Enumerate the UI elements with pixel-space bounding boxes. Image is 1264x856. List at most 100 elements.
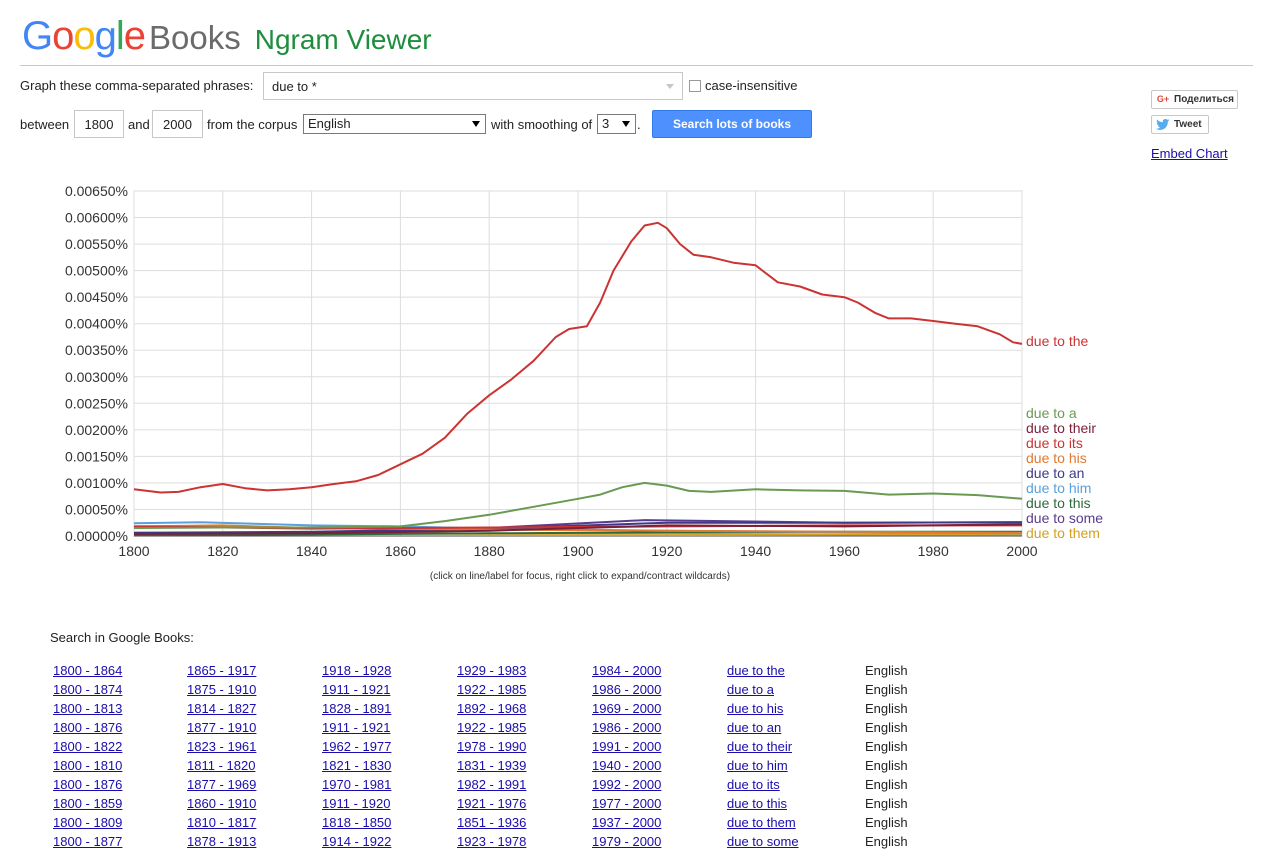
phrase-link[interactable]: due to an — [727, 720, 782, 735]
year-range-link[interactable]: 1978 - 1990 — [457, 739, 527, 754]
phrase-link[interactable]: due to this — [727, 796, 787, 811]
year-range-link[interactable]: 1923 - 1978 — [457, 834, 527, 849]
series-line[interactable] — [133, 481, 1023, 529]
logo-letter: e — [123, 14, 146, 58]
year-range-link[interactable]: 1800 - 1877 — [53, 834, 123, 849]
year-range-link[interactable]: 1800 - 1874 — [53, 682, 123, 697]
year-range-link[interactable]: 1911 - 1921 — [322, 720, 391, 735]
year-range-link[interactable]: 1811 - 1820 — [187, 758, 256, 773]
year-range-link[interactable]: 1877 - 1910 — [187, 720, 257, 735]
legend-label[interactable]: due to their — [1026, 420, 1096, 436]
year-range-link[interactable]: 1875 - 1910 — [187, 682, 257, 697]
series-line[interactable] — [133, 521, 1023, 534]
search-books-title: Search in Google Books: — [50, 630, 194, 645]
corpus-select[interactable]: English — [303, 114, 486, 134]
legend-label[interactable]: due to a — [1026, 405, 1077, 421]
ngram-chart[interactable]: 0.00000% 0.00050% 0.00100% 0.00150% 0.00200%… — [0, 170, 1160, 570]
autocomplete-arrow-icon[interactable] — [666, 84, 674, 89]
year-range-link[interactable]: 1800 - 1876 — [53, 720, 123, 735]
year-range-link[interactable]: 1877 - 1969 — [187, 777, 257, 792]
phrase-link[interactable]: due to its — [727, 777, 780, 792]
year-range-link[interactable]: 1800 - 1809 — [53, 815, 123, 830]
year-range-link[interactable]: 1969 - 2000 — [592, 701, 662, 716]
phrases-input[interactable]: due to * — [263, 72, 683, 100]
year-range-link[interactable]: 1818 - 1850 — [322, 815, 392, 830]
phrase-link[interactable]: due to them — [727, 815, 796, 830]
logo-letter: o — [52, 14, 74, 58]
year-range-link[interactable]: 1922 - 1985 — [457, 720, 527, 735]
year-range-link[interactable]: 1878 - 1913 — [187, 834, 257, 849]
year-range-link[interactable]: 1865 - 1917 — [187, 663, 257, 678]
year-range-link[interactable]: 1821 - 1830 — [322, 758, 392, 773]
legend-label[interactable]: due to an — [1026, 465, 1084, 481]
year-range-link[interactable]: 1810 - 1817 — [187, 815, 257, 830]
year-range-link[interactable]: 1800 - 1810 — [53, 758, 123, 773]
year-range-link[interactable]: 1940 - 2000 — [592, 758, 662, 773]
legend-label[interactable]: due to the — [1026, 333, 1088, 349]
year-range-link[interactable]: 1922 - 1985 — [457, 682, 527, 697]
phrases-label: Graph these comma-separated phrases: — [20, 78, 254, 93]
phrase-link[interactable]: due to a — [727, 682, 774, 697]
year-range-link[interactable]: 1992 - 2000 — [592, 777, 662, 792]
year-range-link[interactable]: 1828 - 1891 — [322, 701, 392, 716]
y-tick-label: 0.00650% — [65, 183, 128, 199]
phrase-link[interactable]: due to the — [727, 663, 785, 678]
year-range-link[interactable]: 1970 - 1981 — [322, 777, 392, 792]
share-button[interactable]: G+ Поделиться — [1151, 90, 1238, 109]
tweet-button[interactable]: Tweet — [1151, 115, 1209, 134]
year-range-link[interactable]: 1800 - 1876 — [53, 777, 123, 792]
year-range-link[interactable]: 1823 - 1961 — [187, 739, 257, 754]
phrase-link[interactable]: due to some — [727, 834, 799, 849]
year-range-link[interactable]: 1800 - 1813 — [53, 701, 123, 716]
year-range-link[interactable]: 1986 - 2000 — [592, 682, 662, 697]
embed-chart-link[interactable]: Embed Chart — [1151, 146, 1228, 161]
year-range-link[interactable]: 1921 - 1976 — [457, 796, 527, 811]
year-range-link[interactable]: 1800 - 1859 — [53, 796, 123, 811]
series-line[interactable] — [133, 523, 1023, 535]
case-insensitive-checkbox[interactable] — [689, 80, 701, 92]
year-range-link[interactable]: 1800 - 1822 — [53, 739, 123, 754]
year-range-link[interactable]: 1814 - 1827 — [187, 701, 257, 716]
start-year-input[interactable]: 1800 — [74, 110, 124, 138]
legend-label[interactable]: due to them — [1026, 525, 1100, 541]
legend-label[interactable]: due to him — [1026, 480, 1091, 496]
corpus-cell: English — [865, 682, 908, 697]
phrase-link[interactable]: due to him — [727, 758, 788, 773]
year-range-link[interactable]: 1851 - 1936 — [457, 815, 527, 830]
year-range-link[interactable]: 1977 - 2000 — [592, 796, 662, 811]
year-range-link[interactable]: 1991 - 2000 — [592, 739, 662, 754]
legend-label[interactable]: due to its — [1026, 435, 1083, 451]
series-line[interactable] — [133, 221, 1023, 494]
year-range-link[interactable]: 1986 - 2000 — [592, 720, 662, 735]
phrase-link[interactable]: due to his — [727, 701, 784, 716]
google-books-logo[interactable]: Google Books Ngram Viewer — [22, 14, 432, 58]
end-year-input[interactable]: 2000 — [152, 110, 203, 138]
chart-series[interactable] — [133, 221, 1023, 536]
year-range-link[interactable]: 1892 - 1968 — [457, 701, 527, 716]
smoothing-select[interactable]: 3 — [597, 114, 636, 134]
year-range-link[interactable]: 1831 - 1939 — [457, 758, 527, 773]
year-range-link[interactable]: 1911 - 1920 — [322, 796, 391, 811]
year-range-link[interactable]: 1860 - 1910 — [187, 796, 257, 811]
year-range-link[interactable]: 1929 - 1983 — [457, 663, 527, 678]
x-tick-label: 1840 — [296, 543, 327, 559]
year-range-link[interactable]: 1911 - 1921 — [322, 682, 391, 697]
series-line[interactable] — [133, 524, 1023, 534]
year-range-link[interactable]: 1914 - 1922 — [322, 834, 392, 849]
year-range-link[interactable]: 1918 - 1928 — [322, 663, 392, 678]
legend-label[interactable]: due to this — [1026, 495, 1091, 511]
year-range-link[interactable]: 1937 - 2000 — [592, 815, 662, 830]
x-tick-label: 2000 — [1006, 543, 1037, 559]
year-range-link[interactable]: 1979 - 2000 — [592, 834, 662, 849]
year-range-link[interactable]: 1800 - 1864 — [53, 663, 123, 678]
legend-label[interactable]: due to some — [1026, 510, 1103, 526]
search-books-button[interactable]: Search lots of books — [652, 110, 812, 138]
year-range-link[interactable]: 1982 - 1991 — [457, 777, 527, 792]
year-range-link[interactable]: 1984 - 2000 — [592, 663, 662, 678]
y-tick-label: 0.00250% — [65, 395, 128, 411]
legend-label[interactable]: due to his — [1026, 450, 1087, 466]
year-range-link[interactable]: 1962 - 1977 — [322, 739, 392, 754]
phrase-link[interactable]: due to their — [727, 739, 793, 754]
x-tick-label: 1820 — [207, 543, 238, 559]
